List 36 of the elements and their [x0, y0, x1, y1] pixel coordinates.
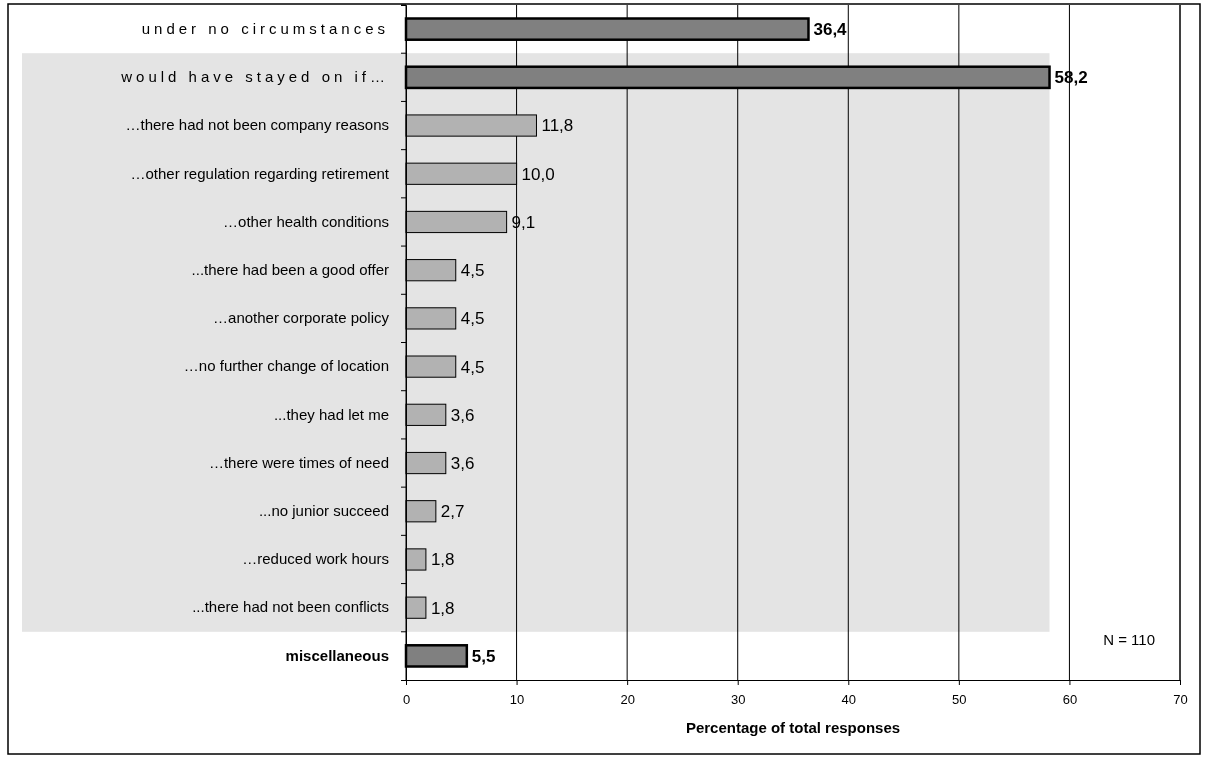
y-tick-label: ...there had been a good offer — [191, 260, 389, 278]
data-label: 1,8 — [430, 550, 455, 570]
y-tick-label: …no further change of location — [183, 357, 389, 375]
x-tick-label: 30 — [730, 691, 746, 707]
data-label: 4,5 — [460, 309, 485, 329]
data-label: 5,5 — [471, 646, 496, 666]
y-tick-label: would have stayed on if… — [120, 68, 389, 86]
y-tick-label: …other health conditions — [223, 212, 389, 230]
x-tick-label: 20 — [620, 691, 635, 707]
x-tick-label: 50 — [952, 691, 967, 707]
data-label: 4,5 — [460, 357, 485, 377]
data-label: 36,4 — [813, 20, 848, 40]
data-label: 1,8 — [430, 598, 455, 618]
y-tick-label: miscellaneous — [285, 646, 389, 664]
y-tick-label: …other regulation regarding retirement — [130, 164, 390, 182]
x-tick-label: 0 — [402, 691, 411, 707]
y-tick-label: …there had not been company reasons — [125, 116, 389, 134]
x-axis-title: Percentage of total responses — [685, 719, 901, 736]
data-label: 3,6 — [450, 405, 475, 425]
y-tick-label: ...no junior succeed — [258, 502, 389, 520]
y-tick-label: ...there had not been conflicts — [192, 598, 389, 616]
y-tick-label: …another corporate policy — [213, 309, 390, 327]
y-tick-label: ...they had let me — [273, 405, 389, 423]
annotation: N = 110 — [1103, 631, 1155, 648]
x-tick-label: 10 — [509, 691, 525, 707]
data-label: 4,5 — [460, 261, 485, 281]
x-tick-label: 70 — [1173, 691, 1188, 707]
x-tick-label: 40 — [841, 691, 857, 707]
y-tick-label: under no circumstances — [141, 19, 389, 37]
data-label: 2,7 — [440, 502, 465, 522]
data-label: 10,0 — [521, 164, 555, 184]
y-tick-label: …reduced work hours — [242, 550, 389, 568]
data-label: 11,8 — [541, 116, 574, 136]
x-tick-label: 60 — [1062, 691, 1078, 707]
data-label: 3,6 — [450, 453, 475, 473]
y-tick-label: …there were times of need — [208, 453, 389, 471]
